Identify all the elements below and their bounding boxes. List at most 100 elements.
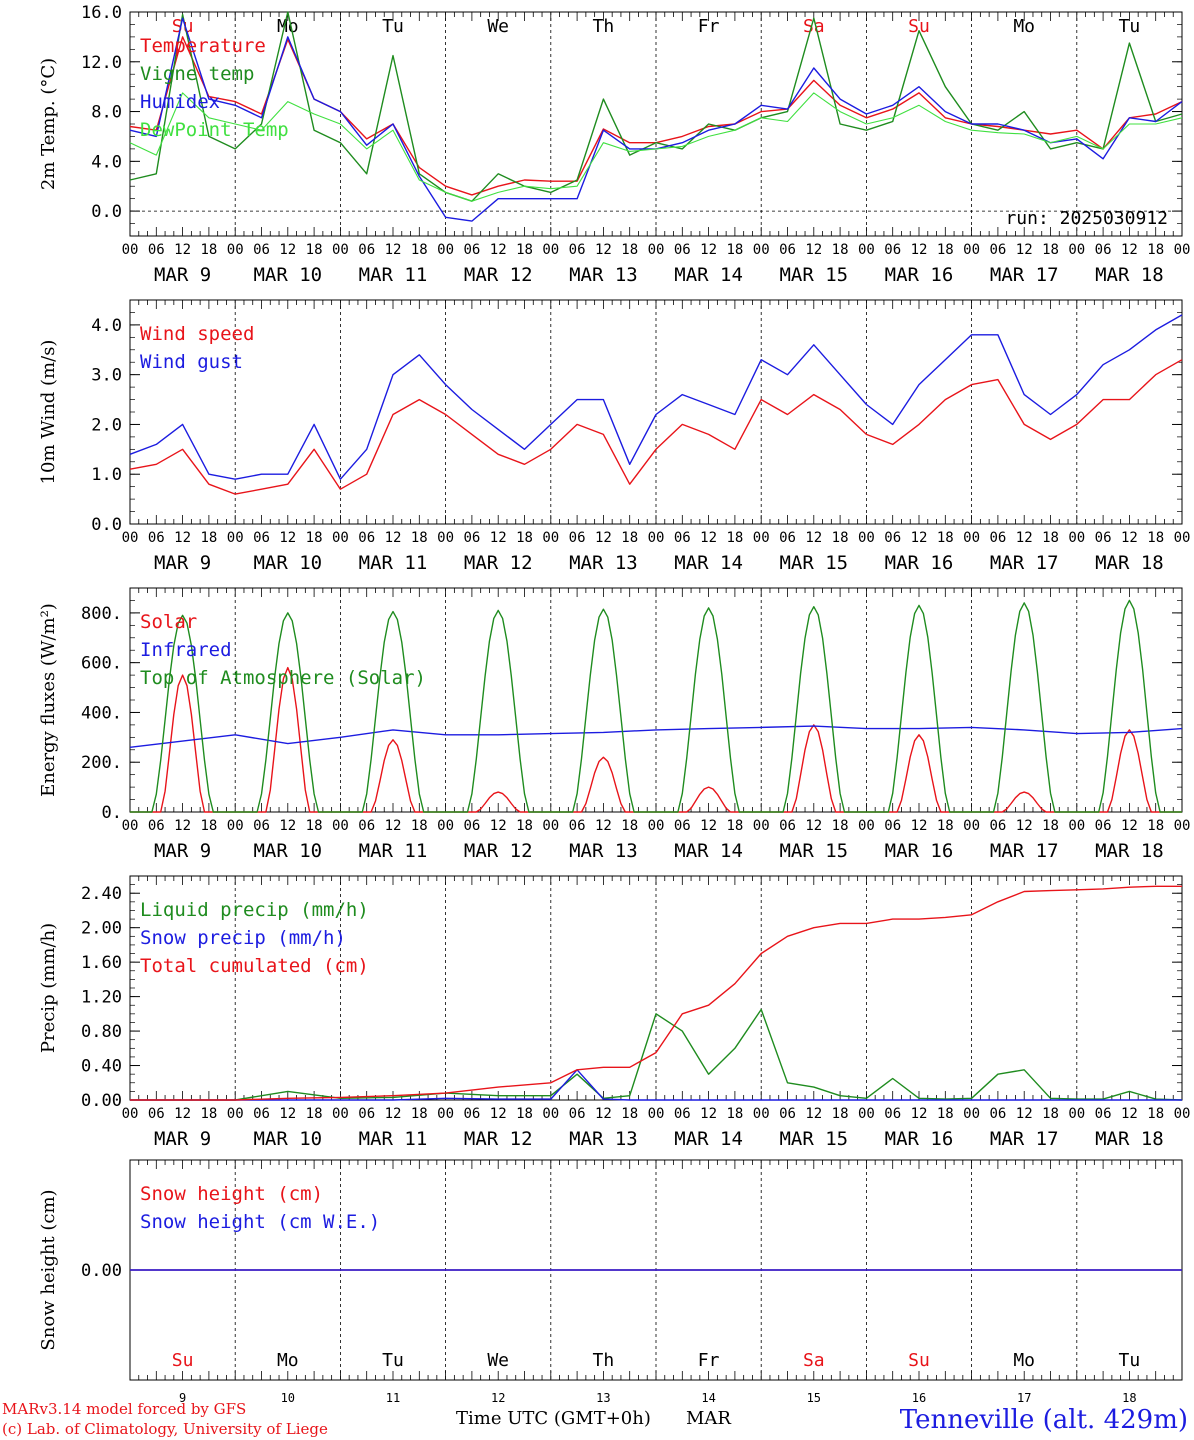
hour-tick-label: 18 [621,818,638,834]
hour-tick-label: 12 [490,242,507,258]
hour-tick-label: 12 [279,1106,296,1122]
hour-tick-label: 00 [963,818,980,834]
hour-tick-label: 18 [411,818,428,834]
hour-tick-label: 06 [358,1106,375,1122]
y-tick-label: 3.0 [91,366,122,386]
hour-tick-label: 18 [411,242,428,258]
y-tick-label: 200. [81,753,122,773]
hour-tick-label: 00 [858,530,875,546]
hour-tick-label: 18 [200,818,217,834]
y-tick-label: 0.00 [81,1091,122,1111]
date-label: MAR 17 [990,840,1059,862]
series-line-blue [130,1069,1182,1101]
hour-tick-label: 06 [1095,242,1112,258]
hour-tick-label: 18 [832,242,849,258]
date-label: MAR 10 [253,264,322,286]
legend-entry: Liquid precip (mm/h) [140,899,369,921]
hour-tick-label: 12 [1016,818,1033,834]
hour-tick-label: 06 [253,1106,270,1122]
hour-tick-label: 12 [279,242,296,258]
weekday-label: Tu [1119,1350,1141,1371]
day-number-label: 13 [596,1391,610,1405]
date-label: MAR 9 [154,840,211,862]
hour-tick-label: 00 [332,242,349,258]
hour-tick-label: 00 [753,1106,770,1122]
day-number-label: 15 [807,1391,821,1405]
hour-tick-label: 06 [674,242,691,258]
date-label: MAR 10 [253,552,322,574]
station-name: Tenneville (alt. 429m) [900,1405,1188,1435]
weekday-label: Tu [382,16,404,37]
weekday-label: Mo [1013,1350,1035,1371]
hour-tick-label: 18 [306,242,323,258]
hour-tick-label: 06 [148,530,165,546]
hour-tick-label: 06 [989,530,1006,546]
hour-tick-label: 00 [227,1106,244,1122]
run-label: run: 2025030912 [1005,208,1168,229]
hour-tick-label: 06 [884,242,901,258]
hour-tick-label: 00 [1174,818,1191,834]
hour-tick-label: 06 [1095,818,1112,834]
hour-tick-label: 18 [937,818,954,834]
hour-tick-label: 18 [1042,530,1059,546]
hour-tick-label: 18 [306,530,323,546]
y-tick-label: 0.0 [91,202,122,222]
weekday-label: Fr [698,1350,720,1371]
legend-entry: Vigne temp [140,63,254,85]
weekday-label: Su [908,16,930,37]
series-line-red [130,885,1182,1101]
x-axis-month: MAR [686,1408,731,1429]
day-number-label: 12 [491,1391,505,1405]
hour-tick-label: 18 [1147,242,1164,258]
hour-tick-label: 12 [911,242,928,258]
date-label: MAR 17 [990,552,1059,574]
x-axis-labels: 00 06 12 18 00 06 12 18 00 06 12 18 00 06 12 18 00 06 12 18… [122,818,1191,862]
weekday-label: Mo [277,16,299,37]
legend-entry: Temperature [140,35,266,57]
date-label: MAR 15 [779,840,848,862]
hour-tick-label: 18 [621,530,638,546]
hour-tick-label: 12 [490,1106,507,1122]
y-tick-label: 800. [81,604,122,624]
hour-tick-label: 00 [1174,1106,1191,1122]
day-number-label: 9 [179,1391,186,1405]
date-label: MAR 12 [464,264,533,286]
hour-tick-label: 06 [569,242,586,258]
weekday-label: Fr [698,16,720,37]
hour-tick-label: 06 [989,242,1006,258]
y-tick-label: 12.0 [81,53,122,73]
weekday-label: Th [593,16,615,37]
hour-tick-label: 12 [174,530,191,546]
date-label: MAR 16 [885,264,954,286]
hour-tick-label: 18 [306,818,323,834]
hour-tick-label: 06 [569,530,586,546]
legend-entry: Solar [140,611,197,633]
hour-tick-label: 06 [148,242,165,258]
date-label: MAR 17 [990,264,1059,286]
weekday-label: Mo [277,1350,299,1371]
hour-tick-label: 00 [437,530,454,546]
legend-entry: Infrared [140,639,232,661]
hour-tick-label: 12 [279,530,296,546]
hour-tick-label: 12 [911,530,928,546]
y-tick-label: 0. [102,803,122,823]
weekday-label: Sa [803,16,825,37]
day-number-label: 10 [281,1391,295,1405]
series-line-green [130,1008,1183,1101]
hour-tick-label: 06 [779,242,796,258]
hour-tick-label: 00 [332,818,349,834]
hour-tick-label: 06 [148,818,165,834]
hour-tick-label: 18 [1042,818,1059,834]
hour-tick-label: 06 [779,530,796,546]
date-label: MAR 13 [569,1128,638,1150]
hour-tick-label: 18 [516,818,533,834]
panel-1: 0.04.08.012.016.02m Temp. (°C)00 06 12 18 00… [38,3,1190,286]
hour-tick-label: 18 [306,1106,323,1122]
hour-tick-label: 12 [700,530,717,546]
date-label: MAR 15 [779,264,848,286]
hour-tick-label: 00 [437,818,454,834]
hour-tick-label: 18 [1147,818,1164,834]
hour-tick-label: 00 [1068,818,1085,834]
hour-tick-label: 00 [753,530,770,546]
hour-tick-label: 00 [227,530,244,546]
